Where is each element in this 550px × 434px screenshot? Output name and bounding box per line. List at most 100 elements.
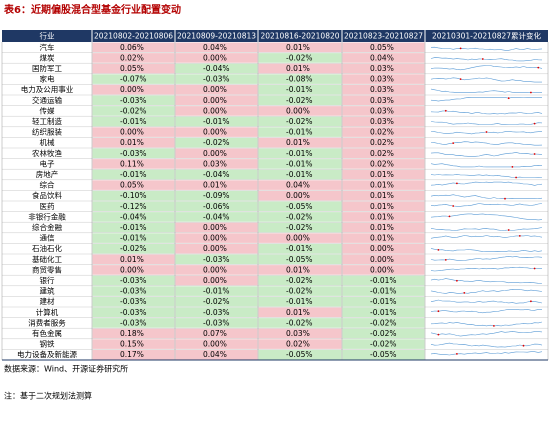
cell-bg — [92, 254, 175, 265]
cell: 0.00% — [120, 128, 144, 137]
cell-bg — [342, 95, 425, 106]
cell-bg — [342, 318, 425, 328]
cell-bg — [258, 222, 342, 233]
sparkline — [430, 248, 543, 252]
row-label: 综合金融 — [32, 222, 62, 232]
cell: 0.00% — [203, 149, 227, 158]
cell: 0.01% — [370, 202, 394, 211]
cell: 0.01% — [370, 181, 394, 190]
cell: -0.01% — [120, 223, 147, 232]
cell: -0.02% — [203, 138, 230, 147]
cell-bg — [258, 137, 342, 148]
cell: -0.05% — [286, 202, 313, 211]
sparkline-dot — [522, 344, 525, 347]
cell: -0.03% — [203, 255, 230, 264]
cell-bg — [258, 233, 342, 243]
cell-bg — [175, 243, 258, 254]
sparkline — [430, 65, 543, 71]
cell: -0.01% — [120, 117, 147, 126]
cell-bg — [175, 296, 258, 307]
cell: 0.03% — [370, 106, 394, 115]
cell: -0.06% — [203, 202, 230, 211]
cell-bg — [92, 212, 175, 222]
cell-bg — [342, 137, 425, 148]
cell: 0.18% — [120, 329, 144, 338]
cell-bg — [342, 169, 425, 180]
source: 数据来源：Wind、开源证券研究所 — [4, 364, 128, 374]
cell: 0.04% — [286, 181, 310, 190]
cell-bg — [92, 243, 175, 254]
cell: -0.01% — [203, 117, 230, 126]
cell-bg — [342, 212, 425, 222]
row-label: 医药 — [40, 201, 55, 211]
cell-bg — [342, 286, 425, 296]
cell: -0.03% — [203, 318, 230, 327]
row-label: 传媒 — [40, 105, 55, 115]
cell: 0.03% — [203, 159, 227, 168]
sparkline — [430, 121, 543, 125]
sparkline — [430, 163, 543, 168]
cell-bg — [92, 339, 175, 349]
cell: -0.04% — [120, 212, 147, 221]
sparkline — [430, 57, 543, 62]
sparkline-dot — [444, 109, 447, 112]
cell: 0.00% — [120, 265, 144, 274]
row-label: 钢铁 — [40, 339, 55, 349]
sparkline-dot — [463, 292, 466, 294]
cell-bg — [258, 63, 342, 74]
cell-bg — [175, 127, 258, 137]
header-cell: 行业 — [40, 31, 55, 41]
sparkline-dot — [530, 91, 532, 94]
sparkline — [430, 266, 543, 272]
cell: 0.04% — [203, 350, 227, 359]
cell-bg — [258, 127, 342, 137]
cell: -0.01% — [203, 287, 230, 296]
sparkline-dot — [530, 300, 532, 303]
cell-bg — [175, 159, 258, 169]
sparkline-dot — [507, 229, 510, 231]
cell-bg — [258, 106, 342, 116]
row-label: 轻工制造 — [32, 116, 62, 126]
sparkline — [430, 173, 543, 178]
cell: 0.01% — [370, 223, 394, 232]
sparkline-dot — [456, 279, 458, 282]
cell-bg — [175, 137, 258, 148]
cell-bg — [92, 169, 175, 180]
cell-bg — [258, 328, 342, 339]
cell-bg — [342, 233, 425, 243]
sparkline-dot — [437, 333, 440, 336]
cell-bg — [258, 296, 342, 307]
cell-bg — [92, 328, 175, 339]
cell-bg — [342, 275, 425, 286]
cell: -0.01% — [286, 128, 313, 137]
sparkline-dot — [452, 205, 455, 207]
sparkline-dot — [537, 66, 540, 69]
sparkline — [430, 88, 542, 93]
cell: 0.00% — [203, 53, 227, 62]
cell: 0.00% — [370, 244, 394, 253]
cell: 0.00% — [370, 265, 394, 274]
cell-bg — [258, 169, 342, 180]
cell: -0.02% — [286, 53, 313, 62]
cell-bg — [175, 180, 258, 190]
cell-bg — [92, 222, 175, 233]
sparkline — [430, 110, 543, 115]
row-label: 银行 — [40, 275, 55, 285]
cell: -0.02% — [286, 223, 313, 232]
cell: -0.03% — [120, 96, 147, 105]
cell: -0.01% — [370, 276, 397, 285]
cell-bg — [342, 265, 425, 275]
cell-bg — [342, 63, 425, 74]
cell: -0.08% — [286, 75, 313, 84]
cell-bg — [258, 148, 342, 159]
row-label: 农林牧渔 — [32, 148, 62, 158]
sparkline — [430, 97, 543, 102]
cell: 0.01% — [286, 265, 310, 274]
cell-bg — [92, 74, 175, 84]
cell-bg — [258, 95, 342, 106]
cell-bg — [342, 201, 425, 212]
cell: 0.01% — [120, 255, 144, 264]
row-label: 煤炭 — [40, 52, 55, 62]
cell-bg — [175, 116, 258, 127]
cell: 0.17% — [120, 350, 144, 359]
